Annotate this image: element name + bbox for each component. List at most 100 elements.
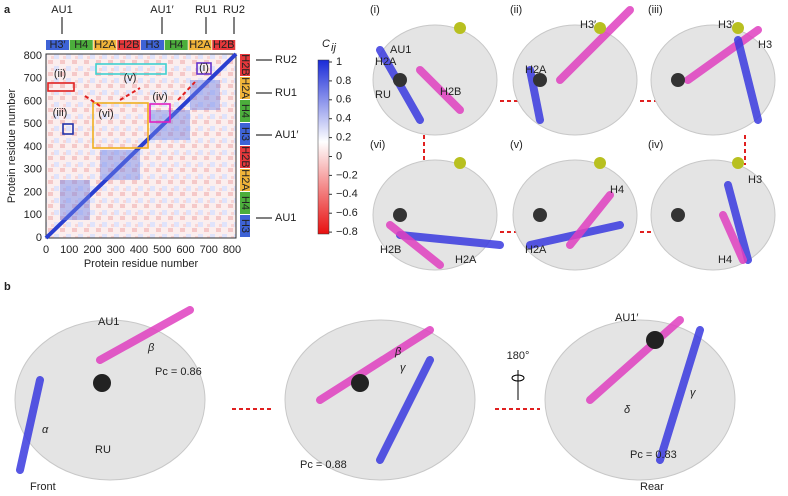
domain-box — [212, 40, 236, 50]
domain-label: H2B — [239, 146, 251, 167]
y-tick-label: 800 — [24, 50, 42, 62]
view-label: Pc = 0.86 — [155, 366, 202, 378]
domain-label: H2A — [189, 39, 211, 51]
domain-label: H2A — [94, 39, 116, 51]
right-marker: AU1 — [275, 212, 296, 224]
view-label: γ — [400, 362, 407, 374]
region-label: (iii) — [53, 107, 68, 119]
colorbar-tick-label: −0.8 — [336, 226, 358, 238]
helix — [734, 36, 762, 124]
y-tick-label: 200 — [24, 186, 42, 198]
helix — [316, 326, 434, 404]
region-label: (iv) — [152, 91, 167, 103]
y-tick-label: 600 — [24, 95, 42, 107]
top-marker: AU1 — [51, 4, 72, 16]
y-tick-label: 100 — [24, 209, 42, 221]
x-tick-label: 700 — [200, 244, 218, 256]
domain-label: H4 — [74, 39, 88, 51]
x-tick-label: 0 — [43, 244, 49, 256]
y-tick-label: 700 — [24, 73, 42, 85]
helix — [556, 6, 634, 84]
domain-label: H2A — [239, 77, 251, 99]
colorbar-subscript: ij — [331, 42, 336, 54]
colorbar-tick-label: 1 — [336, 56, 342, 68]
view-label: δ — [624, 404, 631, 416]
ligand — [393, 73, 407, 87]
view-caption: Rear — [640, 481, 664, 493]
helix-label: H2B — [380, 244, 401, 256]
colorbar-tick-label: 0.4 — [336, 113, 351, 125]
x-tick-label: 200 — [83, 244, 101, 256]
domain-box — [188, 40, 212, 50]
domain-box — [240, 100, 250, 122]
structure-label: (v) — [510, 139, 523, 151]
panel-label: b — [4, 281, 11, 293]
helix — [586, 316, 684, 404]
x-tick-label: 600 — [176, 244, 194, 256]
helix — [396, 231, 504, 249]
colorbar-title: C — [322, 38, 330, 50]
region-label: (vi) — [98, 108, 113, 120]
helix-label: H2B — [440, 86, 461, 98]
helix-label: RU — [375, 89, 391, 101]
domain-box — [240, 146, 250, 168]
y-tick-label: 0 — [36, 232, 42, 244]
rotation-arrow — [511, 374, 525, 382]
helix-label: H3′ — [580, 19, 596, 31]
helix — [416, 66, 464, 114]
domain-label: H3 — [239, 219, 251, 233]
ligand — [671, 208, 685, 222]
x-tick-label: 300 — [107, 244, 125, 256]
domain-box — [46, 40, 69, 50]
view-label: α — [42, 424, 49, 436]
domain-label: H4 — [169, 39, 183, 51]
rotation-label: 180° — [507, 350, 530, 362]
helix — [386, 221, 444, 269]
structure-label: (i) — [370, 4, 380, 16]
molecular-structures — [14, 6, 776, 481]
domain-label: H3 — [145, 39, 159, 51]
helix-label: H3 — [748, 174, 762, 186]
domain-box — [240, 215, 250, 237]
domain-box — [69, 40, 93, 50]
colorbar-tick-label: 0.8 — [336, 75, 351, 87]
region-label: (v) — [124, 72, 137, 84]
domain-box — [240, 77, 250, 99]
view-label: Pc = 0.88 — [300, 459, 347, 471]
x-tick-label: 500 — [153, 244, 171, 256]
right-marker: RU2 — [275, 54, 297, 66]
right-marker: AU1′ — [275, 129, 298, 141]
domain-box — [240, 169, 250, 191]
domain-label: H4 — [239, 196, 251, 210]
colorbar-tick-label: −0.6 — [336, 207, 358, 219]
region-boxes — [47, 62, 212, 149]
y-axis-label: Protein residue number — [6, 88, 18, 203]
ligand — [351, 374, 369, 392]
y-tick-label: 500 — [24, 118, 42, 130]
ligand — [732, 22, 744, 34]
region-label: (ii) — [54, 68, 66, 80]
helix — [724, 181, 752, 264]
helix-label: H2A — [375, 56, 397, 68]
helix-label: H3 — [758, 39, 772, 51]
view-caption: Front — [30, 481, 56, 493]
colorbar-tick-label: −0.4 — [336, 188, 358, 200]
region-label: (i) — [199, 62, 209, 74]
domain-box — [240, 54, 250, 76]
heatmap-diagonal — [44, 52, 238, 240]
top-marker: RU2 — [223, 4, 245, 16]
colorbar-tick-label: 0.2 — [336, 132, 351, 144]
helix-label: H2A — [525, 64, 547, 76]
helix — [96, 306, 194, 364]
colorbar-tick-label: 0.6 — [336, 94, 351, 106]
domain-box — [93, 40, 117, 50]
view-label: Pc = 0.83 — [630, 449, 677, 461]
top-marker: AU1′ — [150, 4, 173, 16]
domain-label: H3′ — [49, 39, 65, 51]
view-label: β — [147, 342, 155, 354]
helix — [566, 191, 614, 249]
domain-label: H3 — [239, 127, 251, 141]
x-axis-label: Protein residue number — [84, 258, 199, 270]
domain-box — [141, 40, 164, 50]
